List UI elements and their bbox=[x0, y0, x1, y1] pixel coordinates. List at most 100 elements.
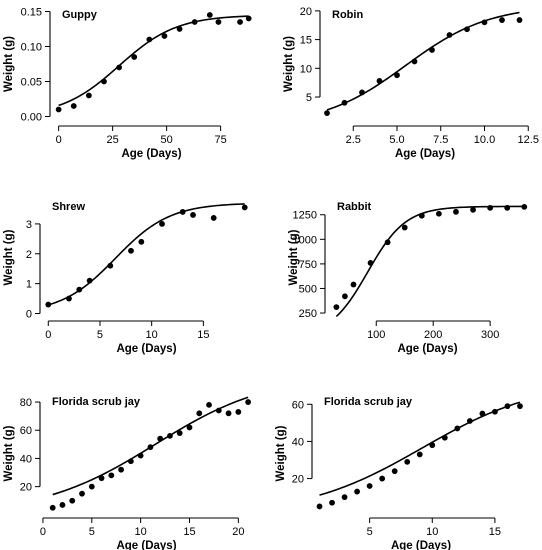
data-point bbox=[384, 239, 391, 246]
y-tick-label: 10 bbox=[300, 63, 312, 75]
x-tick-label: 5.0 bbox=[389, 134, 404, 146]
data-point bbox=[521, 203, 528, 210]
data-point bbox=[324, 110, 330, 117]
x-tick-label: 15 bbox=[197, 329, 209, 341]
x-tick-label: 10.0 bbox=[474, 134, 495, 146]
data-point bbox=[499, 17, 505, 23]
x-tick-label: 300 bbox=[481, 329, 499, 341]
y-tick-label: 0.15 bbox=[21, 7, 42, 19]
data-point bbox=[504, 204, 511, 211]
data-point bbox=[167, 432, 173, 439]
data-point bbox=[59, 502, 66, 508]
data-point bbox=[492, 408, 498, 415]
data-point bbox=[391, 468, 398, 475]
fit-curve bbox=[319, 401, 521, 496]
data-point bbox=[137, 452, 144, 459]
y-tick-label: 0.00 bbox=[21, 112, 42, 124]
data-point bbox=[179, 209, 186, 215]
y-tick-label: 0 bbox=[26, 309, 32, 321]
y-tick-label: 250 bbox=[299, 308, 317, 320]
panel-title: Robin bbox=[332, 9, 363, 21]
data-point bbox=[454, 425, 461, 432]
data-point bbox=[453, 208, 459, 215]
panel-title: Florida scrub jay bbox=[324, 396, 413, 408]
data-point bbox=[376, 78, 383, 84]
y-axis-title: Weight (g) bbox=[3, 425, 15, 481]
chart-panel-6: 20 40 60 5 10 15 Age (Days) Weight (g) Florida s… bbox=[275, 396, 523, 550]
data-point bbox=[116, 64, 123, 71]
data-point bbox=[86, 277, 93, 284]
y-tick-label: 5 bbox=[306, 92, 312, 104]
data-point bbox=[341, 494, 348, 501]
y-axis-title: Weight (g) bbox=[3, 229, 15, 285]
data-point bbox=[411, 58, 418, 65]
x-tick-label: 12.5 bbox=[518, 134, 539, 146]
data-point bbox=[435, 210, 442, 217]
panel-title: Rabbit bbox=[337, 201, 372, 213]
x-tick-label: 0 bbox=[40, 526, 46, 538]
fit-curve bbox=[335, 205, 525, 318]
y-tick-label: 0.10 bbox=[21, 42, 42, 54]
data-point bbox=[245, 15, 252, 22]
data-point bbox=[487, 204, 494, 211]
data-point bbox=[333, 304, 340, 311]
data-point bbox=[107, 262, 114, 269]
x-tick-label: 10 bbox=[146, 329, 158, 341]
data-point bbox=[138, 238, 145, 245]
data-point bbox=[241, 204, 248, 211]
chart-panel-3: 0 1 2 3 0 5 10 15 Age (Days) Weight (g) Shrew bbox=[3, 201, 248, 355]
data-point bbox=[401, 224, 408, 231]
chart-panel-2: 5 10 15 20 2.5 5.0 7.5 10.0 12.5 Age (Days) Weight… bbox=[283, 6, 539, 160]
y-tick-label: 750 bbox=[299, 259, 317, 271]
data-point bbox=[176, 26, 183, 32]
panel-title: Florida scrub jay bbox=[52, 396, 141, 408]
x-tick-label: 2.5 bbox=[346, 134, 361, 146]
data-point bbox=[359, 89, 365, 96]
data-point bbox=[441, 434, 448, 441]
data-point bbox=[69, 497, 76, 504]
y-tick-label: 0.05 bbox=[21, 77, 42, 89]
x-tick-label: 5 bbox=[89, 526, 95, 538]
data-point bbox=[446, 32, 453, 38]
data-point bbox=[79, 490, 85, 497]
data-point bbox=[210, 215, 217, 221]
x-tick-label: 0 bbox=[56, 134, 62, 146]
x-axis-title: Age (Days) bbox=[116, 540, 176, 550]
data-point bbox=[88, 483, 95, 490]
fit-curve bbox=[326, 11, 520, 111]
x-tick-label: 15 bbox=[489, 526, 501, 538]
data-point bbox=[45, 301, 52, 308]
y-tick-label: 1000 bbox=[293, 234, 317, 246]
x-tick-label: 15 bbox=[183, 526, 195, 538]
data-point bbox=[342, 293, 348, 300]
y-tick-label: 15 bbox=[300, 35, 312, 47]
y-tick-label: 40 bbox=[20, 453, 32, 465]
data-point bbox=[161, 33, 168, 39]
panel-title: Shrew bbox=[52, 201, 85, 213]
x-tick-label: 100 bbox=[367, 329, 385, 341]
x-tick-label: 7.5 bbox=[433, 134, 448, 146]
data-point bbox=[118, 466, 124, 473]
data-point bbox=[147, 444, 154, 451]
x-axis-title: Age (Days) bbox=[395, 148, 455, 160]
data-point bbox=[66, 295, 72, 302]
data-point bbox=[146, 36, 153, 43]
data-point bbox=[418, 212, 425, 219]
data-point bbox=[394, 72, 400, 79]
data-point bbox=[404, 458, 411, 465]
data-point bbox=[196, 410, 203, 417]
data-point bbox=[206, 401, 212, 408]
x-axis-title: Age (Days) bbox=[121, 148, 181, 160]
data-point bbox=[190, 212, 196, 218]
data-point bbox=[350, 281, 357, 288]
y-axis-title: Weight (g) bbox=[288, 229, 300, 285]
y-tick-label: 60 bbox=[20, 425, 32, 437]
chart-panel-1: 0.00 0.05 0.10 0.15 0 25 50 75 Age (Days) Weight … bbox=[3, 7, 252, 160]
x-tick-label: 200 bbox=[424, 329, 442, 341]
x-axis-title: Age (Days) bbox=[397, 343, 457, 355]
data-point bbox=[131, 54, 138, 60]
x-axis-title: Age (Days) bbox=[116, 343, 176, 355]
y-tick-label: 3 bbox=[26, 219, 32, 231]
data-point bbox=[341, 99, 348, 106]
y-tick-label: 1 bbox=[26, 279, 32, 291]
